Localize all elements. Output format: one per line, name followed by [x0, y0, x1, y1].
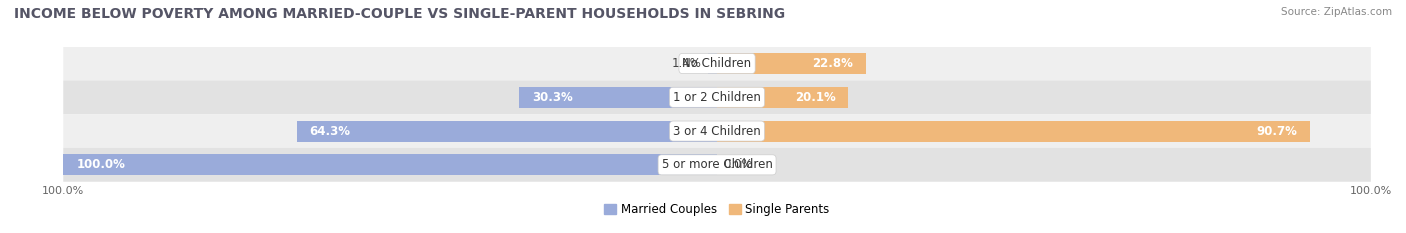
- Bar: [717, 87, 848, 108]
- Text: No Children: No Children: [682, 57, 752, 70]
- Text: 1 or 2 Children: 1 or 2 Children: [673, 91, 761, 104]
- Text: 22.8%: 22.8%: [813, 57, 853, 70]
- FancyBboxPatch shape: [63, 47, 1371, 80]
- FancyBboxPatch shape: [63, 148, 1371, 182]
- Text: 5 or more Children: 5 or more Children: [662, 158, 772, 171]
- Legend: Married Couples, Single Parents: Married Couples, Single Parents: [600, 199, 834, 221]
- FancyBboxPatch shape: [63, 114, 1371, 148]
- Bar: [717, 121, 1310, 141]
- Text: 30.3%: 30.3%: [531, 91, 572, 104]
- Bar: [717, 53, 866, 74]
- Text: 0.0%: 0.0%: [724, 158, 754, 171]
- Text: 20.1%: 20.1%: [794, 91, 835, 104]
- Bar: [63, 154, 717, 175]
- Text: Source: ZipAtlas.com: Source: ZipAtlas.com: [1281, 7, 1392, 17]
- Bar: [707, 53, 717, 74]
- Text: 90.7%: 90.7%: [1256, 125, 1296, 137]
- Text: 64.3%: 64.3%: [309, 125, 350, 137]
- FancyBboxPatch shape: [63, 80, 1371, 114]
- Text: 1.4%: 1.4%: [672, 57, 702, 70]
- Text: 100.0%: 100.0%: [76, 158, 125, 171]
- Bar: [519, 87, 717, 108]
- Text: 3 or 4 Children: 3 or 4 Children: [673, 125, 761, 137]
- Bar: [297, 121, 717, 141]
- Text: INCOME BELOW POVERTY AMONG MARRIED-COUPLE VS SINGLE-PARENT HOUSEHOLDS IN SEBRING: INCOME BELOW POVERTY AMONG MARRIED-COUPL…: [14, 7, 785, 21]
